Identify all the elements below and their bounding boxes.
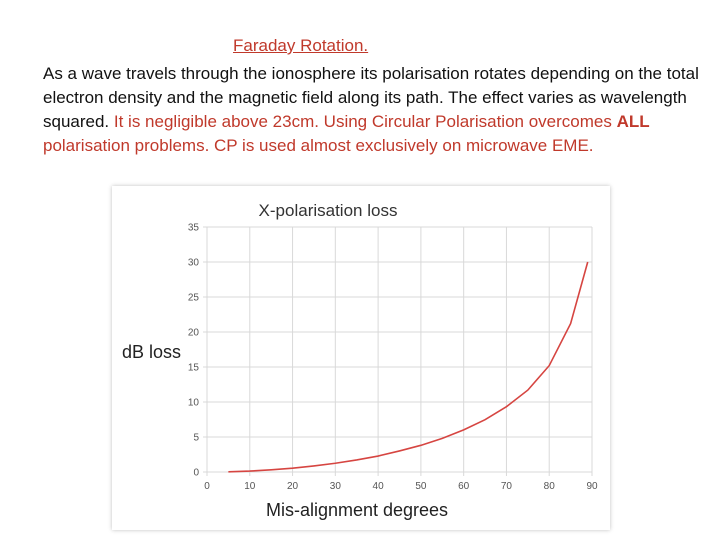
y-tick-label: 5 — [193, 433, 199, 444]
paragraph-text-part2: It is negligible above 23cm. Using Circu… — [113, 112, 617, 131]
x-tick-label: 0 — [204, 481, 210, 492]
chart-title: X-polarisation loss — [259, 201, 398, 220]
x-axis-label: Mis-alignment degrees — [266, 500, 448, 520]
y-axis-label: dB loss — [122, 342, 181, 362]
paragraph-text-part3: polarisation problems. CP is used almost… — [43, 136, 594, 155]
series-line — [228, 261, 589, 473]
x-tick-label: 20 — [287, 481, 299, 492]
chart-figure: 0 10 20 30 40 50 60 70 80 90 0 5 10 15 20 25 30 35 X-pola… — [112, 186, 610, 530]
slide-paragraph: As a wave travels through the ionosphere… — [43, 62, 713, 158]
x-tick-label: 40 — [373, 481, 385, 492]
y-tick-label: 25 — [188, 293, 200, 304]
x-tick-label: 80 — [544, 481, 556, 492]
y-tick-label: 30 — [188, 258, 200, 269]
x-tick-label: 50 — [415, 481, 427, 492]
chart-svg: 0 10 20 30 40 50 60 70 80 90 0 5 10 15 20 25 30 35 X-pola… — [122, 201, 598, 520]
paragraph-text-part1: As a wave travels through the ionosphere… — [43, 64, 699, 131]
x-tick-label: 90 — [586, 481, 598, 492]
chart-grid — [203, 226, 593, 476]
chart-ticks: 0 10 20 30 40 50 60 70 80 90 0 5 10 15 20 25 30 35 — [188, 223, 598, 493]
x-tick-label: 30 — [330, 481, 342, 492]
y-tick-label: 15 — [188, 363, 200, 374]
x-tick-label: 60 — [458, 481, 470, 492]
paragraph-bold-all: ALL — [616, 112, 650, 131]
y-tick-label: 0 — [193, 468, 199, 479]
x-tick-label: 70 — [501, 481, 513, 492]
slide-heading: Faraday Rotation. — [233, 36, 369, 55]
x-tick-label: 10 — [244, 481, 256, 492]
y-tick-label: 35 — [188, 223, 200, 234]
y-tick-label: 10 — [188, 398, 200, 409]
y-tick-label: 20 — [188, 328, 200, 339]
